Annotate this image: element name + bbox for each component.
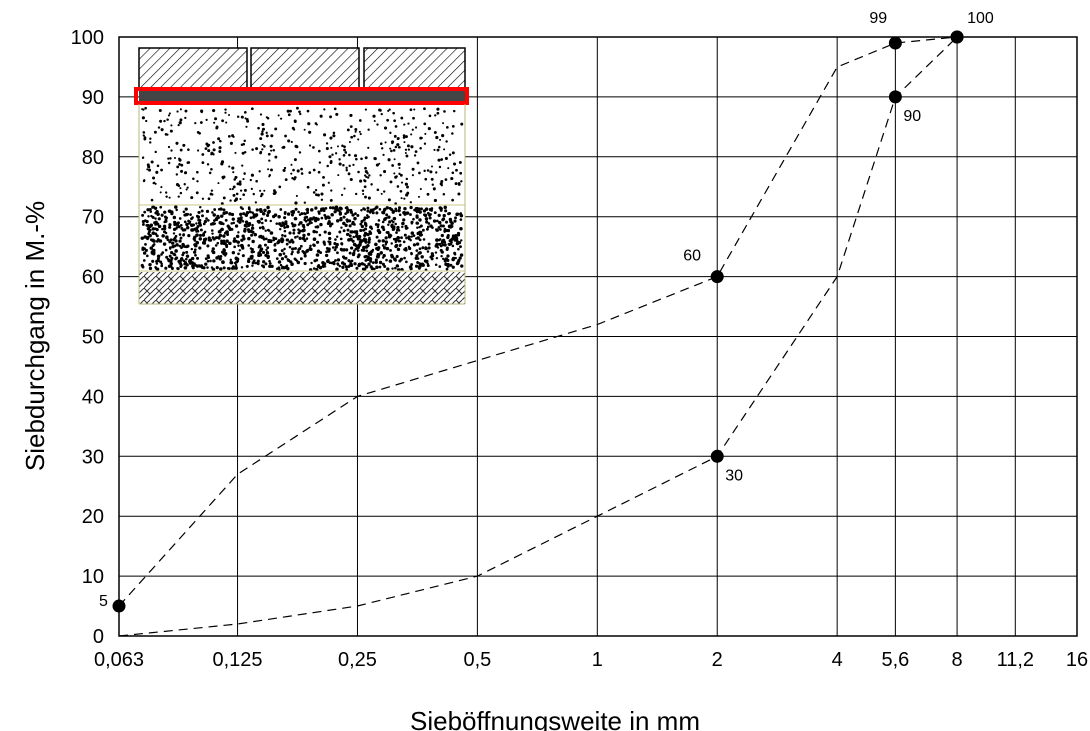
data-point xyxy=(710,270,724,284)
data-label: 90 xyxy=(903,108,921,125)
paver-block xyxy=(250,47,360,89)
x-tick-label: 2 xyxy=(712,649,723,671)
y-tick-labels: 0 10 20 30 40 50 60 70 80 90 100 xyxy=(71,27,104,648)
grid xyxy=(118,36,1078,637)
y-tick-label: 60 xyxy=(82,267,104,289)
paver-block xyxy=(363,47,466,89)
y-tick-label: 40 xyxy=(82,386,104,408)
y-tick-label: 90 xyxy=(82,87,104,109)
bedding-layer xyxy=(139,90,465,104)
y-tick-label: 10 xyxy=(82,566,104,588)
series-line xyxy=(118,36,958,607)
y-tick-label: 70 xyxy=(82,207,104,229)
data-label: 30 xyxy=(725,467,743,484)
pavement-cross-section-icon xyxy=(134,47,469,305)
x-tick-label: 0,063 xyxy=(94,649,144,671)
data-point xyxy=(112,599,126,613)
x-tick-label: 0,5 xyxy=(463,649,491,671)
data-label: 100 xyxy=(967,10,994,27)
data-point xyxy=(710,449,724,463)
x-tick-label: 0,125 xyxy=(213,649,263,671)
paver-block xyxy=(138,47,248,89)
y-tick-label: 100 xyxy=(71,27,104,49)
x-tick-label: 16 xyxy=(1066,649,1088,671)
x-tick-label: 8 xyxy=(952,649,963,671)
y-tick-label: 20 xyxy=(82,506,104,528)
x-tick-label: 11,2 xyxy=(997,649,1034,671)
plot-frame xyxy=(118,36,1078,637)
y-tick-label: 80 xyxy=(82,147,104,169)
x-tick-label: 5,6 xyxy=(881,649,909,671)
data-point xyxy=(888,36,902,50)
data-label: 99 xyxy=(869,10,887,27)
y-axis-label: Siebdurchgang in M.-% xyxy=(20,201,50,471)
y-tick-label: 50 xyxy=(82,327,104,349)
x-axis-label: Sieböffnungsweite in mm xyxy=(410,706,700,731)
bedding-highlight xyxy=(134,87,469,105)
x-tick-labels: 0,063 0,125 0,25 0,5 1 2 4 5,6 8 11,2 16 xyxy=(94,649,1088,671)
y-tick-label: 0 xyxy=(93,626,104,648)
data-label: 60 xyxy=(683,248,701,265)
x-tick-label: 4 xyxy=(832,649,843,671)
gravel-dots xyxy=(140,106,464,272)
x-tick-label: 1 xyxy=(592,649,603,671)
data-point xyxy=(888,90,902,104)
data-label: 5 xyxy=(99,593,108,610)
x-tick-label: 0,25 xyxy=(338,649,377,671)
series-lines xyxy=(118,36,958,637)
data-markers: 5 60 99 100 30 90 xyxy=(99,10,994,613)
subgrade-layer xyxy=(139,272,465,304)
series-line xyxy=(118,36,958,637)
y-tick-label: 30 xyxy=(82,446,104,468)
data-point xyxy=(950,30,964,44)
